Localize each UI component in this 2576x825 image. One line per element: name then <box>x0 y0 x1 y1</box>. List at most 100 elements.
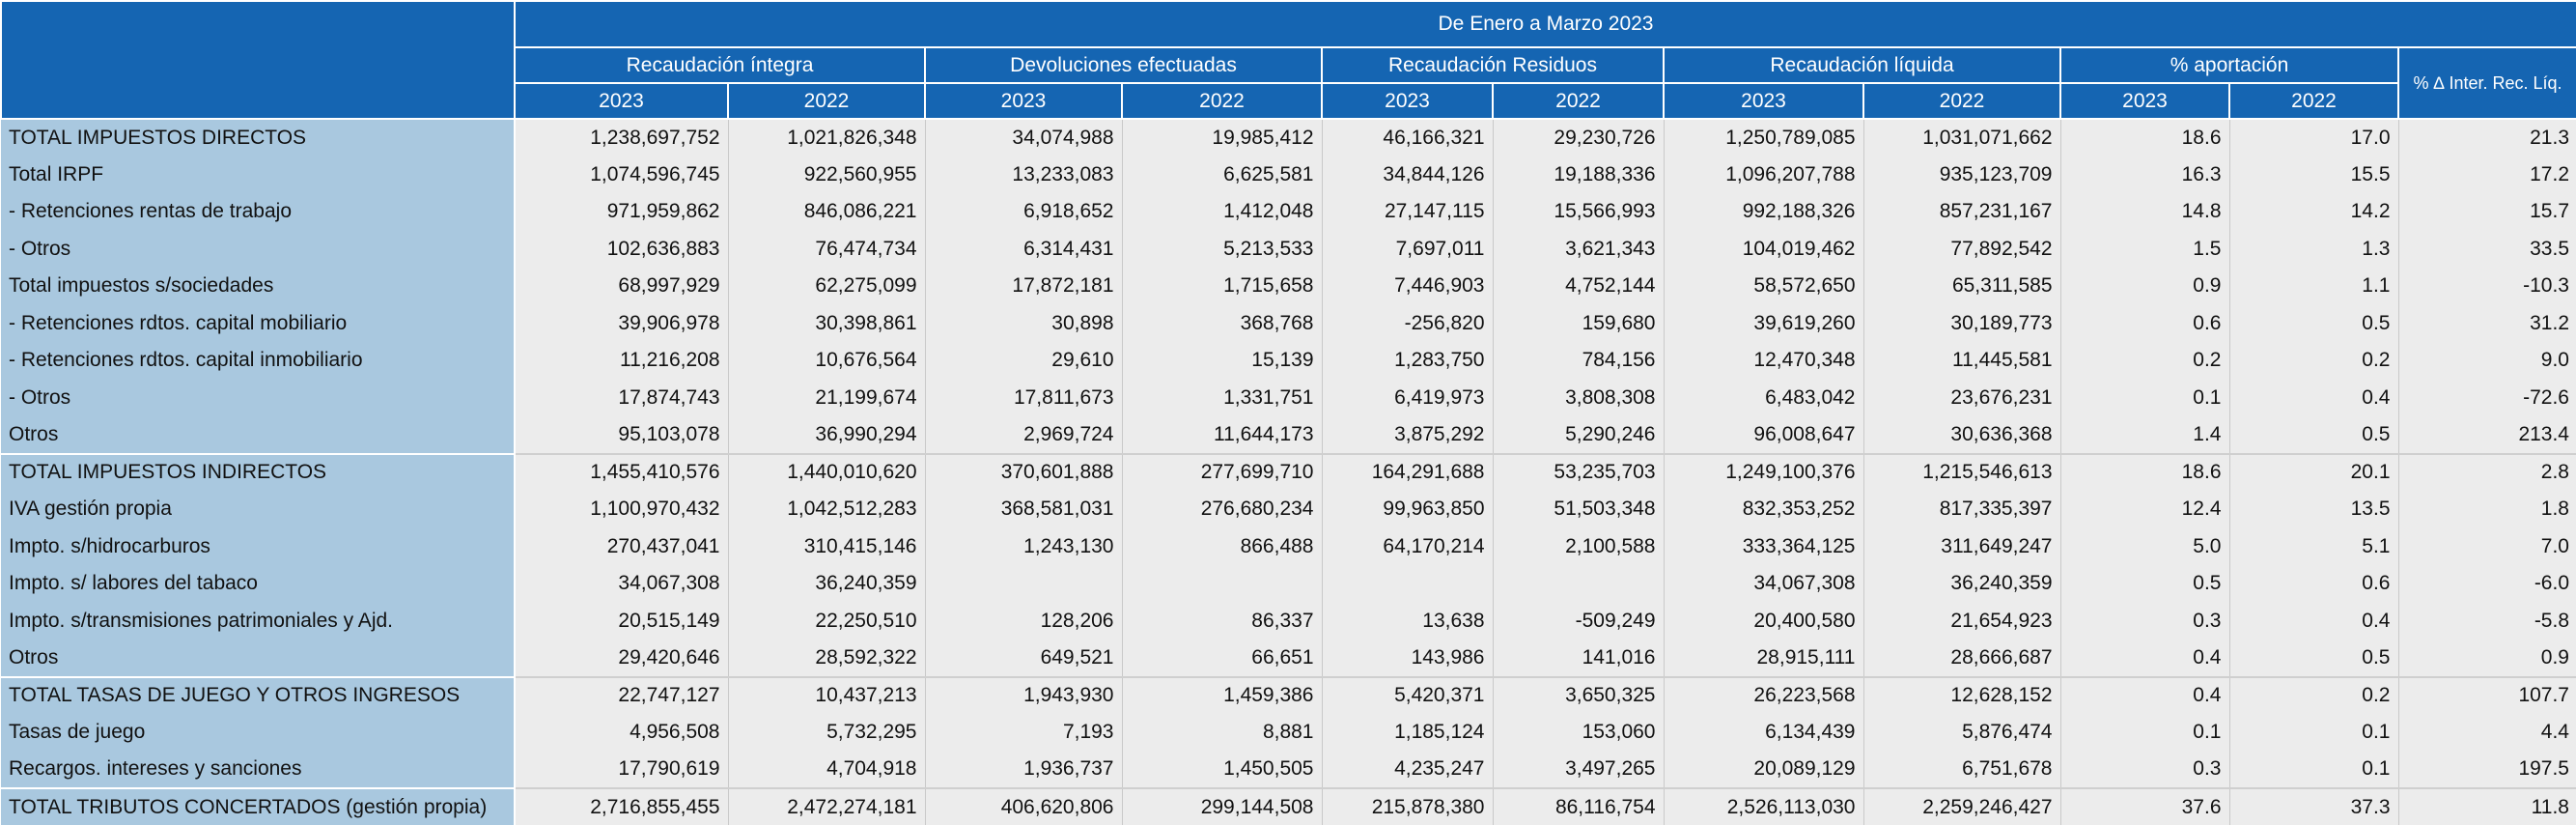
year-header: 2023 <box>1321 82 1494 120</box>
cell: 817,335,397 <box>1862 491 2060 528</box>
cell: 104,019,462 <box>1663 230 1863 268</box>
cell: 6,483,042 <box>1663 379 1863 416</box>
cell: 13,638 <box>1321 602 1493 640</box>
cell: 2,100,588 <box>1492 527 1664 565</box>
cell: 15,566,993 <box>1492 193 1664 231</box>
cell: 0.1 <box>2228 751 2398 788</box>
cell: 3,621,343 <box>1492 230 1664 268</box>
row-label: Impto. s/ labores del tabaco <box>1 565 516 603</box>
data-row: Total impuestos s/sociedades 68,997,929 62… <box>1 268 2576 305</box>
cell: 1,936,737 <box>924 751 1122 788</box>
cell: 30,898 <box>924 304 1122 342</box>
cell: 11,644,173 <box>1121 416 1322 454</box>
data-row: Impto. s/hidrocarburos 270,437,041 310,415… <box>1 527 2576 565</box>
cell: 6,751,678 <box>1862 751 2060 788</box>
cell: 1,021,826,348 <box>727 118 925 156</box>
cell: 0.5 <box>2228 640 2398 677</box>
cell: 299,144,508 <box>1121 787 1322 825</box>
cell: 39,906,978 <box>514 304 728 342</box>
cell: 1,943,930 <box>924 675 1122 714</box>
header-row: 2023 2022 2023 2022 2023 2022 2023 2022 2023 2022 <box>1 82 2576 120</box>
row-label: Impto. s/hidrocarburos <box>1 527 516 565</box>
cell: 68,997,929 <box>514 268 728 305</box>
row-label: - Otros <box>1 379 516 416</box>
year-header: 2022 <box>2228 82 2399 120</box>
cell: 311,649,247 <box>1862 527 2060 565</box>
cell: 1.8 <box>2397 491 2576 528</box>
period-header: De Enero a Marzo 2023 <box>514 0 2576 48</box>
cell: 34,844,126 <box>1321 156 1493 193</box>
cell: 29,230,726 <box>1492 118 1664 156</box>
cell: 922,560,955 <box>727 156 925 193</box>
cell: 17.2 <box>2397 156 2576 193</box>
data-row: IVA gestión propia 1,100,970,432 1,042,512… <box>1 491 2576 528</box>
cell: 102,636,883 <box>514 230 728 268</box>
cell: 62,275,099 <box>727 268 925 305</box>
cell: -10.3 <box>2397 268 2576 305</box>
cell: 12,628,152 <box>1862 675 2060 714</box>
data-row: TOTAL IMPUESTOS INDIRECTOS 1,455,410,576 1… <box>1 452 2576 491</box>
cell: 18.6 <box>2059 118 2229 156</box>
data-row: TOTAL TRIBUTOS CONCERTADOS (gestión prop… <box>1 787 2576 825</box>
cell: 2.8 <box>2397 452 2576 491</box>
cell: 77,892,542 <box>1862 230 2060 268</box>
data-row: - Retenciones rentas de trabajo 971,959,8… <box>1 193 2576 231</box>
cell: 276,680,234 <box>1121 491 1322 528</box>
cell: 9.0 <box>2397 342 2576 380</box>
cell: 1,215,546,613 <box>1862 452 2060 491</box>
row-label: IVA gestión propia <box>1 491 516 528</box>
cell: 51,503,348 <box>1492 491 1664 528</box>
cell: 26,223,568 <box>1663 675 1863 714</box>
cell: 10,437,213 <box>727 675 925 714</box>
cell: 153,060 <box>1492 714 1664 752</box>
cell: 37.6 <box>2059 787 2229 825</box>
cell: 846,086,221 <box>727 193 925 231</box>
cell: 30,189,773 <box>1862 304 2060 342</box>
cell: 1,283,750 <box>1321 342 1493 380</box>
data-row: Tasas de juego 4,956,508 5,732,295 7,193 8,8… <box>1 714 2576 752</box>
cell: 1,715,658 <box>1121 268 1322 305</box>
cell: 11,216,208 <box>514 342 728 380</box>
row-label: TOTAL IMPUESTOS DIRECTOS <box>1 118 516 156</box>
corner-cell <box>0 0 516 120</box>
cell: 65,311,585 <box>1862 268 2060 305</box>
cell: 1,100,970,432 <box>514 491 728 528</box>
row-label: - Retenciones rdtos. capital mobiliario <box>1 304 516 342</box>
year-header: 2023 <box>1663 82 1864 120</box>
cell: 935,123,709 <box>1862 156 2060 193</box>
cell: 3,808,308 <box>1492 379 1664 416</box>
cell: 0.1 <box>2059 379 2229 416</box>
cell: 1.5 <box>2059 230 2229 268</box>
cell: 17,790,619 <box>514 751 728 788</box>
data-row: Impto. s/ labores del tabaco 34,067,308 36… <box>1 565 2576 603</box>
cell: 23,676,231 <box>1862 379 2060 416</box>
cell: 8,881 <box>1121 714 1322 752</box>
cell: 0.2 <box>2059 342 2229 380</box>
cell: 310,415,146 <box>727 527 925 565</box>
cell: 29,420,646 <box>514 640 728 677</box>
cell: 1,243,130 <box>924 527 1122 565</box>
year-header: 2022 <box>1121 82 1323 120</box>
cell: 36,240,359 <box>727 565 925 603</box>
cell: 27,147,115 <box>1321 193 1493 231</box>
cell: 34,074,988 <box>924 118 1122 156</box>
cell: 7,446,903 <box>1321 268 1493 305</box>
cell: 3,650,325 <box>1492 675 1664 714</box>
cell: 0.4 <box>2228 379 2398 416</box>
cell: 28,915,111 <box>1663 640 1863 677</box>
row-label: TOTAL IMPUESTOS INDIRECTOS <box>1 452 516 491</box>
cell: 1,455,410,576 <box>514 452 728 491</box>
cell: 3,497,265 <box>1492 751 1664 788</box>
cell: 30,636,368 <box>1862 416 2060 454</box>
cell: 370,601,888 <box>924 452 1122 491</box>
cell: 28,666,687 <box>1862 640 2060 677</box>
cell: 17.0 <box>2228 118 2398 156</box>
year-header: 2023 <box>514 82 729 120</box>
cell: 784,156 <box>1492 342 1664 380</box>
cell: 21.3 <box>2397 118 2576 156</box>
row-label: Otros <box>1 416 516 454</box>
data-row: - Retenciones rdtos. capital mobiliario 3… <box>1 304 2576 342</box>
cell: 5,732,295 <box>727 714 925 752</box>
cell: 0.2 <box>2228 675 2398 714</box>
row-label: Recargos. intereses y sanciones <box>1 751 516 788</box>
